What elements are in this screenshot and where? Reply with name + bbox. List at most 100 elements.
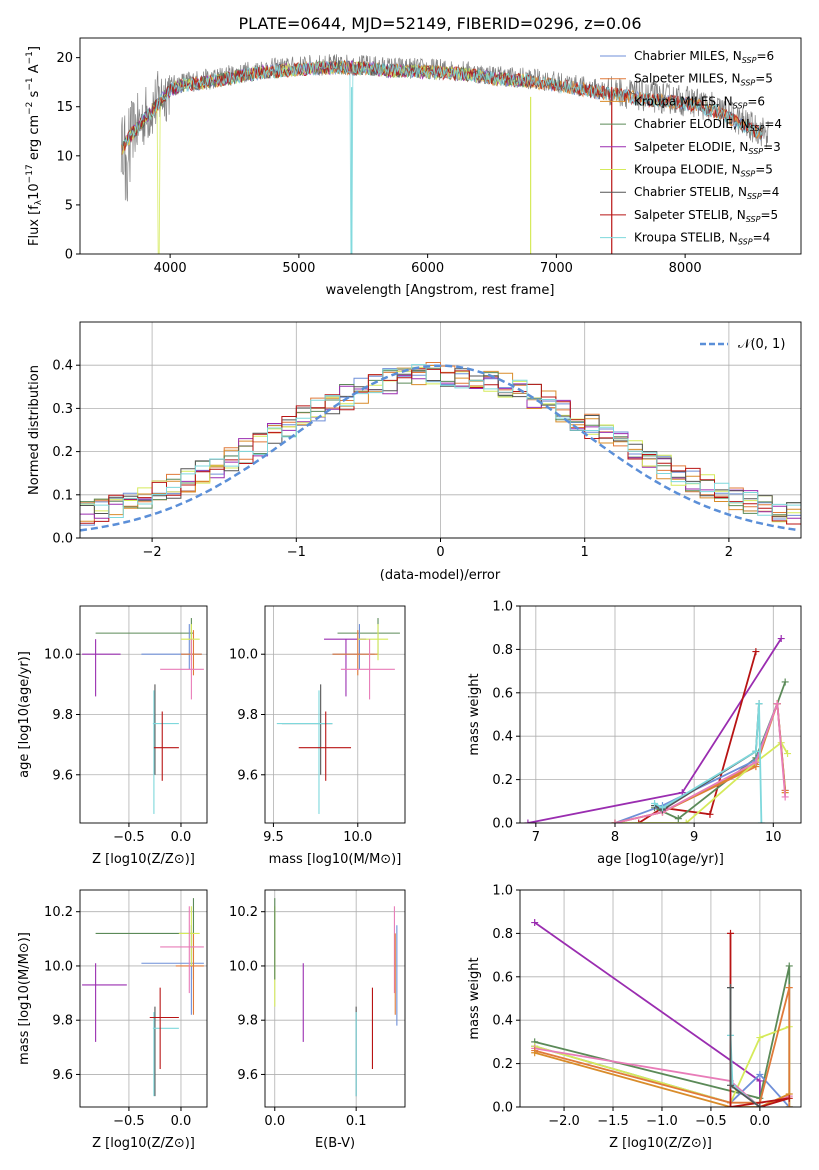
y-tick-label: 9.6	[237, 1068, 258, 1083]
plus-marker	[531, 1049, 539, 1057]
plus-marker	[756, 1103, 764, 1107]
plot-area	[82, 898, 204, 1097]
mass-weight-line	[654, 703, 760, 812]
plus-marker	[781, 793, 789, 801]
plus-marker	[531, 919, 539, 927]
x-tick-label: −0.5	[695, 1114, 727, 1129]
mass-weight-line	[527, 638, 782, 823]
plus-marker	[781, 678, 789, 686]
y-tick-label: 0.6	[492, 970, 513, 985]
mass-weight-line	[534, 1047, 790, 1107]
y-tick-label: 0	[65, 248, 73, 263]
plus-marker	[752, 747, 760, 755]
residual-plot-area	[80, 362, 801, 532]
legend-label: Chabrier STELIB, NSSP=4	[634, 185, 779, 201]
legend-label: Salpeter ELODIE, NSSP=3	[634, 140, 781, 156]
x-axis-label: age [log10(age/yr)]	[597, 852, 724, 867]
plot-area	[274, 898, 398, 1097]
legend-label: Chabrier ELODIE, NSSP=4	[634, 117, 782, 133]
x-tick-label: 7	[532, 830, 540, 845]
plot-area	[531, 919, 793, 1107]
plus-marker	[752, 648, 760, 656]
x-tick-label: 2	[725, 545, 733, 560]
plus-marker	[524, 819, 532, 823]
plus-marker	[674, 815, 682, 823]
plus-marker	[727, 1081, 735, 1089]
plot-area	[524, 635, 792, 823]
y-tick-label: 0.6	[492, 686, 513, 701]
x-tick-label: 7000	[540, 261, 573, 276]
y-tick-label: 9.8	[237, 708, 258, 723]
residual-ylabel: Normed distribution	[27, 365, 42, 495]
plus-marker	[757, 819, 765, 823]
plus-marker	[785, 1103, 793, 1107]
legend-label: Kroupa MILES, NSSP=6	[634, 94, 765, 110]
axes-frame	[519, 605, 802, 824]
y-axis-label: mass [log10(M/M⊙)]	[17, 932, 32, 1065]
figure-title: PLATE=0644, MJD=52149, FIBERID=0296, z=0…	[238, 14, 641, 33]
residual-xlabel: (data-model)/error	[380, 568, 501, 583]
x-axis-label: Z [log10(Z/Z⊙)]	[92, 1136, 195, 1151]
x-tick-label: −2.0	[548, 1114, 580, 1129]
age_vs_mass-panel: 9.5 10.0 9.6 9.8 10.0 mass [log10(M/M⊙)]	[229, 605, 406, 867]
mass-weight-line	[534, 921, 761, 1103]
y-tick-label: 1.0	[492, 884, 513, 899]
y-tick-label: 0.4	[492, 1014, 513, 1029]
plus-marker	[635, 819, 643, 823]
axes-frame	[264, 889, 406, 1108]
x-tick-label: 9	[690, 830, 698, 845]
spectrum-xlabel: wavelength [Angstrom, rest frame]	[326, 283, 555, 298]
plus-marker	[785, 962, 793, 970]
y-tick-label: 10.0	[229, 648, 258, 663]
plus-marker	[785, 1094, 793, 1102]
x-tick-label: 6000	[411, 261, 444, 276]
y-tick-label: 0.2	[52, 445, 73, 460]
y-tick-label: 0.8	[492, 927, 513, 942]
plus-marker	[756, 1034, 764, 1042]
x-tick-label: −2	[143, 545, 162, 560]
plus-marker	[755, 700, 763, 708]
residual-grid	[80, 322, 801, 539]
y-tick-label: 9.6	[52, 1068, 73, 1083]
plus-marker	[727, 929, 735, 937]
y-tick-label: 9.6	[52, 768, 73, 783]
y-tick-label: 5	[65, 198, 73, 213]
plus-marker	[727, 1103, 735, 1107]
y-axis-label: mass weight	[467, 673, 482, 755]
x-tick-label: 4000	[154, 261, 187, 276]
plot-area	[276, 618, 400, 814]
y-tick-label: 0.0	[492, 817, 513, 832]
plus-marker	[756, 1077, 764, 1085]
legend-label: Chabrier MILES, NSSP=6	[634, 49, 774, 65]
y-tick-label: 9.8	[52, 708, 73, 723]
spectrum-plot-area	[120, 54, 769, 254]
mw_vs_Z-panel: −2.0 −1.5 −1.0 −0.5 0.0 0.0 0.2 0.4 0.6 0.8 1.0 Z […	[467, 884, 802, 1151]
plus-marker	[777, 635, 785, 643]
x-tick-label: 0	[436, 545, 444, 560]
x-tick-label: 0.0	[171, 830, 192, 845]
plus-marker	[706, 810, 714, 818]
x-tick-label: 9.5	[263, 830, 284, 845]
x-axis-label: Z [log10(Z/Z⊙)]	[609, 1136, 712, 1151]
legend-label: Salpeter STELIB, NSSP=5	[634, 208, 778, 224]
y-tick-label: 10	[56, 149, 73, 164]
spectrum-panel: 4000 5000 6000 7000 8000 0 5 10 15 20 Chabrier MI…	[25, 37, 802, 298]
axes-frame	[519, 889, 802, 1108]
y-tick-label: 10.2	[44, 905, 73, 920]
y-axis-label: age [log10(age/yr)]	[17, 651, 32, 778]
residual-legend: 𝒩(0, 1)	[700, 337, 785, 352]
x-axis-label: mass [log10(M/M⊙)]	[269, 852, 402, 867]
x-tick-label: −0.5	[113, 830, 145, 845]
x-tick-label: 0.0	[264, 1114, 285, 1129]
y-tick-label: 0.4	[52, 359, 73, 374]
y-axis-label: mass weight	[467, 957, 482, 1039]
y-tick-label: 10.0	[44, 648, 73, 663]
residual-ticks: −2 −1 0 1 2 0.0 0.1 0.2 0.3 0.4	[52, 359, 733, 560]
x-tick-label: −1.0	[646, 1114, 678, 1129]
y-tick-label: 0.0	[52, 532, 73, 547]
normal-legend-label: 𝒩(0, 1)	[738, 337, 785, 352]
x-tick-label: −0.5	[113, 1114, 145, 1129]
y-tick-label: 10.2	[229, 905, 258, 920]
y-tick-label: 0.1	[52, 488, 73, 503]
plus-marker	[611, 819, 619, 823]
